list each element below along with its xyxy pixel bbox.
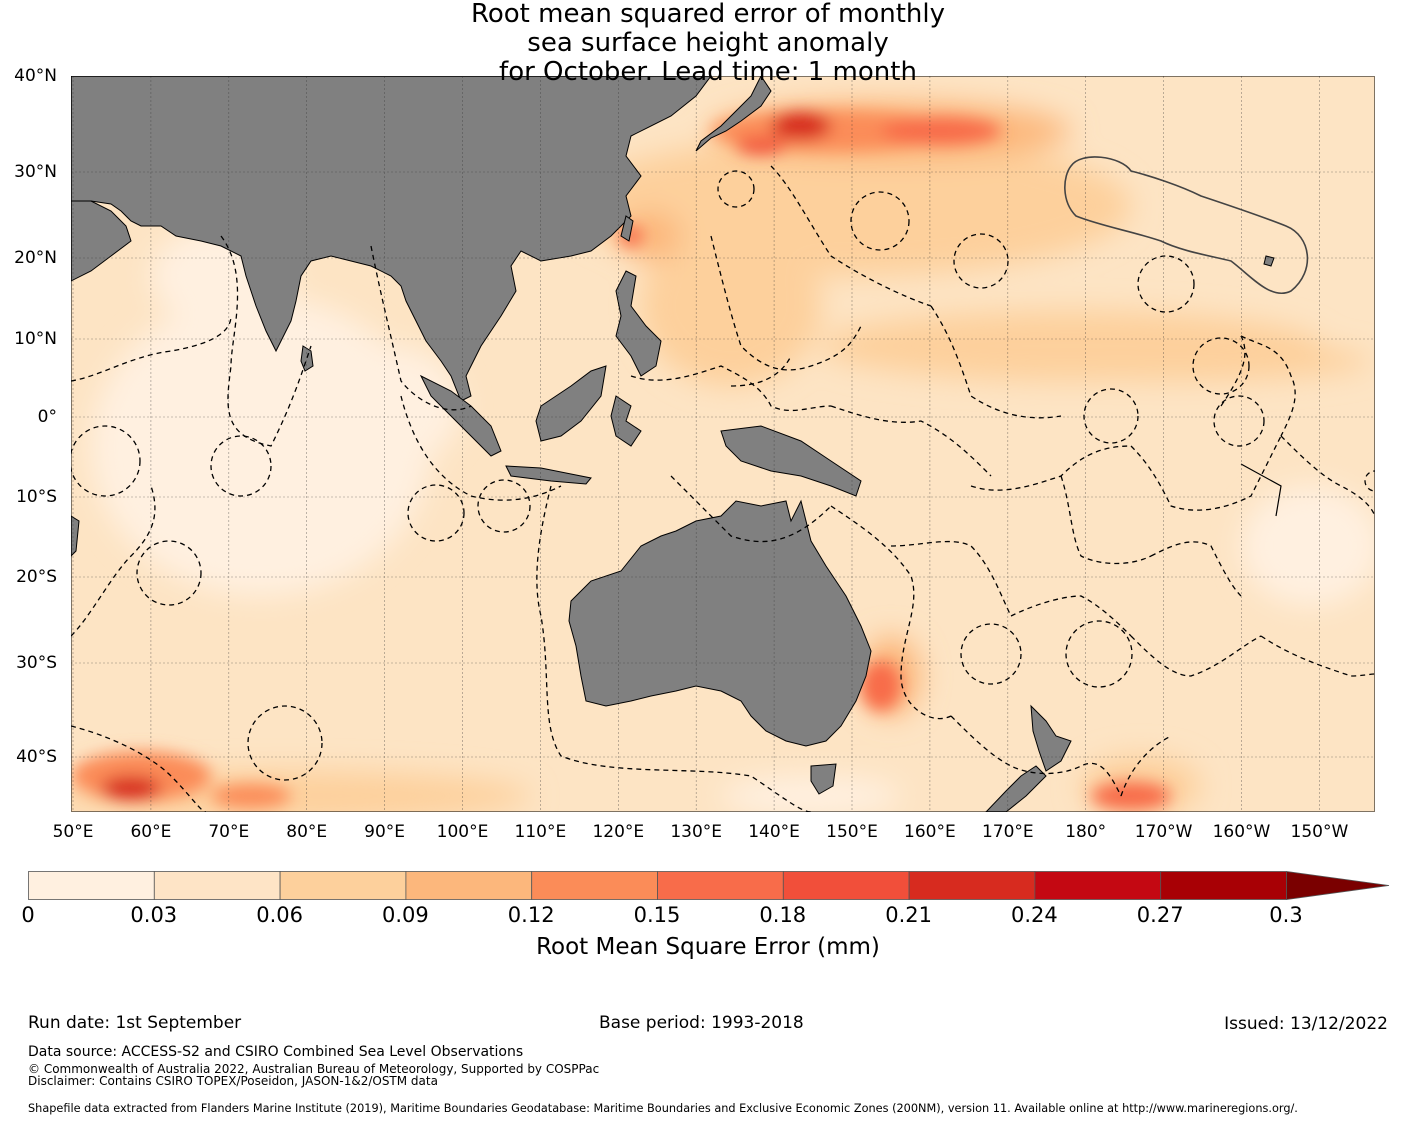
philippines-landmass	[615, 270, 662, 377]
hawaii-protected-area-outline	[1064, 156, 1309, 294]
longitude-label: 170°W	[1134, 822, 1193, 842]
sumatra-landmass	[419, 374, 502, 457]
map-title: Root mean squared error of monthly sea s…	[358, 0, 1058, 87]
longitude-label: 60°E	[130, 822, 172, 842]
graticule	[71, 76, 1375, 812]
longitude-label: 50°E	[52, 822, 94, 842]
longitude-label: 120°E	[592, 822, 645, 842]
longitude-label: 130°E	[670, 822, 723, 842]
taiwan-landmass	[620, 215, 634, 242]
disclaimer: Disclaimer: Contains CSIRO TOPEX/Poseido…	[28, 1074, 438, 1088]
issued-date: Issued: 13/12/2022	[1224, 1014, 1388, 1034]
colorbar-tick-label: 0	[21, 903, 35, 927]
colorbar-tick-label: 0.24	[1011, 903, 1058, 927]
latitude-label: 30°N	[14, 162, 57, 182]
arabia-landmass	[71, 200, 132, 282]
latitude-label: 20°N	[14, 248, 57, 268]
java-landmass	[505, 465, 592, 485]
longitude-label: 150°W	[1290, 822, 1349, 842]
colorbar-tick-label: 0.21	[885, 903, 932, 927]
colorbar-extend-arrow	[1286, 871, 1390, 900]
latitude-label: 10°S	[16, 487, 57, 507]
colorbar-segment	[531, 871, 658, 900]
longitude-label: 90°E	[364, 822, 406, 842]
colorbar-segment	[279, 871, 407, 900]
latitude-label: 0°	[37, 407, 57, 427]
borneo-landmass	[535, 365, 607, 442]
land-masses	[71, 76, 1275, 812]
latitude-label: 30°S	[16, 653, 57, 673]
longitude-label: 140°E	[748, 822, 800, 842]
copyright: © Commonwealth of Australia 2022, Austra…	[28, 1062, 600, 1076]
new-guinea-landmass	[720, 425, 862, 497]
title-line-1: Root mean squared error of monthly	[470, 0, 946, 29]
title-line-3: for October. Lead time: 1 month	[499, 57, 917, 87]
map-frame	[71, 76, 1375, 812]
colorbar-segment	[908, 871, 1036, 900]
longitude-label: 100°E	[436, 822, 489, 842]
longitude-label: 80°E	[286, 822, 328, 842]
longitude-label: 180°	[1065, 822, 1107, 842]
colorbar-tick-label: 0.18	[759, 903, 807, 927]
colorbar-segment	[28, 871, 155, 900]
solid-boundary	[1240, 463, 1282, 517]
colorbar-graphic	[28, 871, 1390, 900]
colorbar-tick-label: 0.27	[1136, 903, 1184, 927]
colorbar-segment	[405, 871, 533, 900]
colorbar-label: Root Mean Square Error (mm)	[536, 934, 880, 960]
longitude-label: 160°W	[1212, 822, 1271, 842]
colorbar-tick-label: 0.09	[382, 903, 429, 927]
colorbar-segment	[782, 871, 910, 900]
colorbar-tick-label: 0.3	[1269, 903, 1303, 927]
title-line-2: sea surface height anomaly	[527, 28, 889, 58]
colorbar-segment	[1160, 871, 1287, 900]
base-period: Base period: 1993-2018	[599, 1013, 804, 1033]
colorbar-tick-label: 0.06	[256, 903, 303, 927]
map-panel	[71, 76, 1375, 812]
shapefile-credit: Shapefile data extracted from Flanders M…	[28, 1102, 1298, 1115]
longitude-label: 170°E	[981, 822, 1034, 842]
run-date: Run date: 1st September	[28, 1013, 242, 1033]
longitude-label: 160°E	[904, 822, 956, 842]
longitude-label: 70°E	[208, 822, 250, 842]
asia-landmass	[71, 76, 712, 402]
latitude-label: 20°S	[16, 567, 57, 587]
latitude-label: 40°S	[16, 747, 57, 767]
longitude-label: 110°E	[514, 822, 567, 842]
tasmania-landmass	[810, 763, 837, 795]
colorbar-tick-label: 0.03	[130, 903, 178, 927]
colorbar-tick-label: 0.12	[507, 903, 555, 927]
longitude-label: 150°E	[826, 822, 878, 842]
new-zealand-north-island	[1030, 704, 1072, 772]
latitude-label: 10°N	[14, 329, 57, 349]
colorbar-tick-label: 0.15	[633, 903, 681, 927]
colorbar-segment	[657, 871, 784, 900]
data-source: Data source: ACCESS-S2 and CSIRO Combine…	[28, 1044, 524, 1060]
sri-lanka-landmass	[300, 345, 314, 372]
australia-landmass	[568, 499, 872, 747]
map-canvas	[71, 76, 1375, 812]
latitude-label: 40°N	[14, 66, 57, 86]
colorbar-segment	[1034, 871, 1162, 900]
colorbar-segment	[153, 871, 281, 900]
hawaii-landmass	[1263, 255, 1275, 267]
colorbar	[28, 870, 1390, 902]
new-zealand-south-island	[985, 765, 1047, 812]
japan-landmass	[695, 76, 772, 152]
